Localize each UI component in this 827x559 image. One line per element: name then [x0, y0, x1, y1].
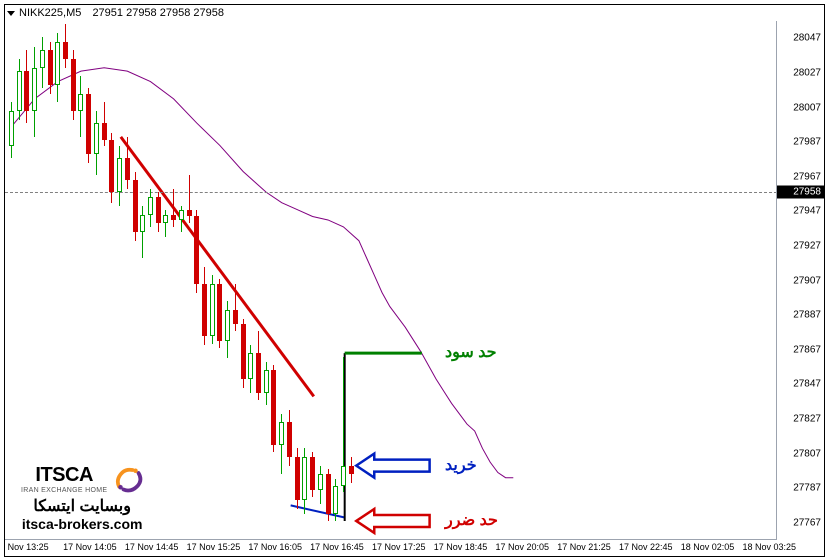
- candle: [171, 21, 176, 540]
- x-tick: 18 Nov 02:05: [681, 542, 735, 552]
- candle: [318, 21, 323, 540]
- candle: [341, 21, 346, 540]
- y-current-price: 27958: [777, 186, 824, 199]
- candle: [125, 21, 130, 540]
- x-tick: 17 Nov 22:45: [619, 542, 673, 552]
- candle: [248, 21, 253, 540]
- candle: [94, 21, 99, 540]
- x-tick: 17 Nov 16:05: [248, 542, 302, 552]
- candle: [133, 21, 138, 540]
- chart-plot-area[interactable]: [5, 21, 777, 540]
- x-tick: 17 Nov 20:05: [495, 542, 549, 552]
- ohlc-label: 27951 27958 27958 27958: [92, 7, 224, 19]
- chart-container: NIKK225,M5 27951 27958 27958 27958 28047…: [4, 4, 825, 557]
- candle: [233, 21, 238, 540]
- y-tick: 27987: [793, 137, 821, 148]
- candle: [55, 21, 60, 540]
- candle: [210, 21, 215, 540]
- y-axis: 28047 28027 28007 27987 27967 27947 27927 27907…: [776, 21, 824, 540]
- dropdown-icon[interactable]: [7, 11, 15, 16]
- y-tick: 28047: [793, 33, 821, 44]
- y-tick: 27787: [793, 483, 821, 494]
- candle: [32, 21, 37, 540]
- x-tick: 17 Nov 15:25: [187, 542, 241, 552]
- candle: [264, 21, 269, 540]
- candle: [156, 21, 161, 540]
- stop-loss-label: حد ضرر: [445, 510, 498, 530]
- logo-block: ITSCA IRAN EXCHANGE HOME وبسایت ایتسکا i…: [21, 464, 143, 532]
- candle: [148, 21, 153, 540]
- y-tick: 27927: [793, 240, 821, 251]
- logo-title-fa: وبسایت ایتسکا: [21, 496, 143, 516]
- take-profit-label: حد سود: [445, 342, 497, 362]
- buy-label: خرید: [445, 455, 477, 475]
- symbol-label: NIKK225,M5: [19, 7, 81, 19]
- candle: [24, 21, 29, 540]
- candle: [63, 21, 68, 540]
- y-tick: 27867: [793, 344, 821, 355]
- candle: [9, 21, 14, 540]
- y-tick: 27947: [793, 206, 821, 217]
- logo-sub: IRAN EXCHANGE HOME: [21, 487, 107, 494]
- candle: [241, 21, 246, 540]
- candle: [333, 21, 338, 540]
- candle: [256, 21, 261, 540]
- y-tick: 27847: [793, 379, 821, 390]
- logo-brand: ITSCA: [21, 464, 107, 487]
- candle: [287, 21, 292, 540]
- y-tick: 27767: [793, 517, 821, 528]
- x-tick: Nov 13:25: [8, 542, 49, 552]
- x-tick: 18 Nov 03:25: [742, 542, 796, 552]
- x-axis: Nov 13:25 17 Nov 14:05 17 Nov 14:45 17 Nov …: [5, 539, 777, 556]
- y-tick: 27887: [793, 310, 821, 321]
- candle: [194, 21, 199, 540]
- y-tick: 28007: [793, 102, 821, 113]
- logo-url: itsca-brokers.com: [21, 516, 143, 532]
- candle: [117, 21, 122, 540]
- candle: [202, 21, 207, 540]
- candle: [109, 21, 114, 540]
- candle: [71, 21, 76, 540]
- candle: [187, 21, 192, 540]
- candle: [140, 21, 145, 540]
- candle: [86, 21, 91, 540]
- chart-header: NIKK225,M5 27951 27958 27958 27958: [7, 7, 224, 19]
- candle: [349, 21, 354, 540]
- candle: [17, 21, 22, 540]
- x-tick: 17 Nov 14:05: [63, 542, 117, 552]
- candle: [302, 21, 307, 540]
- candle: [217, 21, 222, 540]
- y-tick: 27967: [793, 171, 821, 182]
- candle: [326, 21, 331, 540]
- candle: [48, 21, 53, 540]
- candle: [310, 21, 315, 540]
- y-tick: 27907: [793, 275, 821, 286]
- candle: [163, 21, 168, 540]
- candle: [271, 21, 276, 540]
- y-tick: 27807: [793, 448, 821, 459]
- x-tick: 17 Nov 14:45: [125, 542, 179, 552]
- x-tick: 17 Nov 21:25: [557, 542, 611, 552]
- candle: [40, 21, 45, 540]
- candle: [225, 21, 230, 540]
- x-tick: 17 Nov 16:45: [310, 542, 364, 552]
- logo-icon: [113, 464, 143, 494]
- candle: [179, 21, 184, 540]
- candle: [279, 21, 284, 540]
- candle: [295, 21, 300, 540]
- x-tick: 17 Nov 18:45: [434, 542, 488, 552]
- candle: [102, 21, 107, 540]
- candle: [78, 21, 83, 540]
- y-tick: 27827: [793, 413, 821, 424]
- x-tick: 17 Nov 17:25: [372, 542, 426, 552]
- y-tick: 28027: [793, 67, 821, 78]
